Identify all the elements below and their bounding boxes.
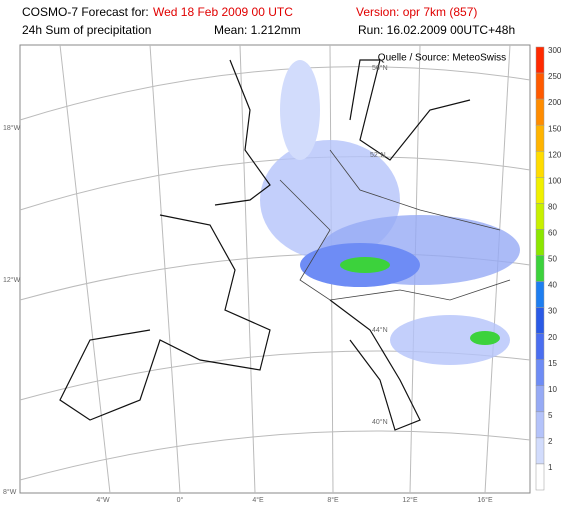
bottom-label: 16°E bbox=[477, 496, 493, 504]
mean: Mean: 1.212mm bbox=[214, 23, 301, 37]
legend-label: 15 bbox=[548, 359, 557, 368]
legend-swatch bbox=[535, 281, 545, 308]
legend-swatch bbox=[535, 359, 545, 387]
lat-label: 40°N bbox=[372, 418, 388, 426]
legend-swatch bbox=[535, 98, 545, 126]
bottom-label: 4°W bbox=[96, 496, 110, 504]
map: Quelle / Source: MeteoSwiss 18°W 12°W 8°W 4… bbox=[3, 44, 531, 504]
legend-swatch bbox=[535, 385, 545, 413]
legend-label: 250 bbox=[548, 72, 562, 81]
borders bbox=[279, 149, 511, 301]
source: Quelle / Source: MeteoSwiss bbox=[378, 53, 506, 64]
lat-label: 52°N bbox=[370, 151, 386, 159]
legend-swatch bbox=[535, 463, 545, 491]
left-label: 12°W bbox=[3, 276, 21, 284]
legend-label: 80 bbox=[548, 202, 557, 211]
forecast-date: Wed 18 Feb 2009 00 UTC bbox=[153, 5, 293, 19]
legend-label: 120 bbox=[548, 150, 562, 159]
legend-swatch bbox=[535, 177, 545, 204]
left-label: 8°W bbox=[3, 488, 17, 496]
legend-label: 40 bbox=[548, 281, 557, 290]
legend-label: 200 bbox=[548, 98, 562, 107]
legend-swatch bbox=[535, 437, 545, 465]
legend-label: 5 bbox=[548, 411, 553, 420]
bottom-label: 0° bbox=[177, 496, 184, 504]
legend-swatch bbox=[535, 46, 545, 74]
legend-label: 300 bbox=[548, 46, 562, 55]
version: Version: opr 7km (857) bbox=[356, 5, 477, 19]
coastlines bbox=[59, 59, 471, 431]
legend-label: 20 bbox=[548, 333, 557, 342]
bottom-label: 8°E bbox=[327, 496, 339, 504]
legend-swatch bbox=[535, 333, 545, 360]
legend-label: 2 bbox=[548, 437, 553, 446]
legend-swatch bbox=[535, 255, 545, 282]
legend-swatch bbox=[535, 124, 545, 152]
legend-label: 150 bbox=[548, 124, 562, 133]
legend-label: 100 bbox=[548, 176, 562, 185]
legend: 300 250 200 150 120 100 80 60 50 40 30 20 15 10 5 2 1 bbox=[535, 46, 562, 491]
legend-swatch bbox=[535, 72, 545, 100]
legend-swatch bbox=[535, 411, 545, 439]
lat-label: 44°N bbox=[372, 326, 388, 334]
legend-label: 10 bbox=[548, 385, 557, 394]
legend-swatch bbox=[535, 150, 545, 178]
legend-label: 1 bbox=[548, 463, 553, 472]
legend-label: 60 bbox=[548, 229, 557, 238]
model-label: COSMO-7 Forecast for: bbox=[22, 5, 149, 19]
bottom-label: 12°E bbox=[402, 496, 418, 504]
legend-swatch bbox=[535, 229, 545, 256]
legend-label: 30 bbox=[548, 307, 557, 316]
precipitation bbox=[260, 60, 520, 365]
lat-label: 56°N bbox=[372, 64, 388, 72]
legend-swatch bbox=[535, 307, 545, 334]
legend-label: 50 bbox=[548, 255, 557, 264]
run: Run: 16.02.2009 00UTC+48h bbox=[358, 23, 515, 37]
bottom-label: 4°E bbox=[252, 496, 264, 504]
product: 24h Sum of precipitation bbox=[22, 23, 151, 37]
legend-swatch bbox=[535, 203, 545, 230]
left-label: 18°W bbox=[3, 124, 21, 132]
